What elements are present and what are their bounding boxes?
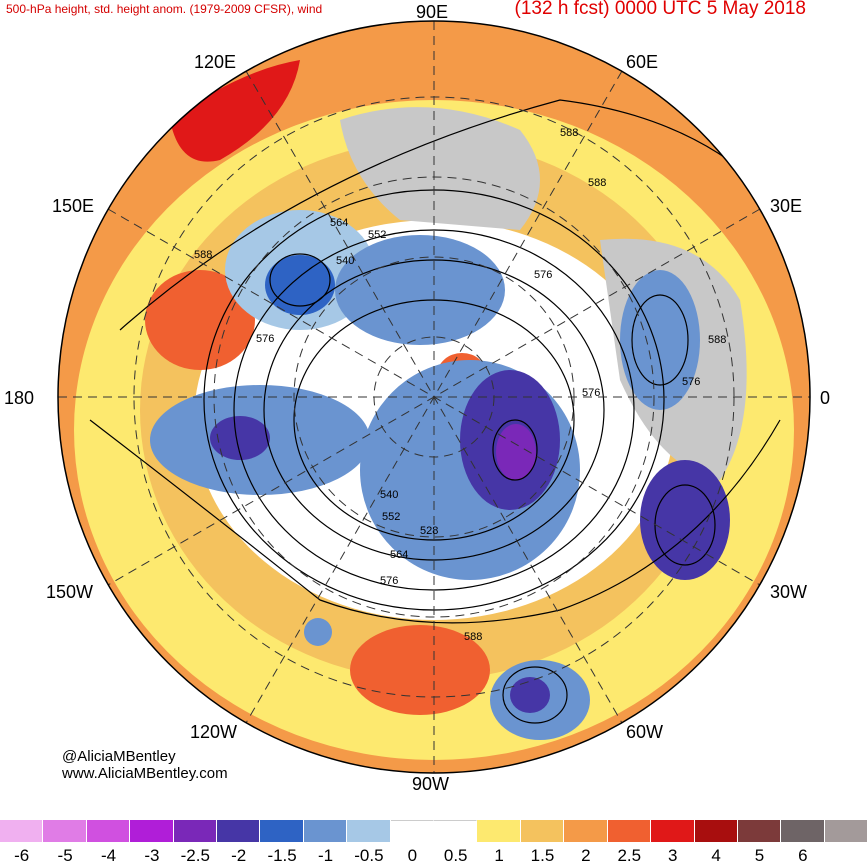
colorbar-tick-label: -2 xyxy=(231,846,247,865)
longitude-label-90w: 90W xyxy=(412,774,450,794)
colorbar-tick-label: -4 xyxy=(100,846,117,865)
graticule xyxy=(58,21,810,773)
colorbar-tick-label: -1.5 xyxy=(267,846,297,865)
colorbar-tick-label: 1.5 xyxy=(530,846,555,865)
colorbar-tick-label: 5 xyxy=(754,846,765,865)
colorbar-tick-label: 0 xyxy=(407,846,418,865)
colorbar-swatch xyxy=(564,820,608,842)
colorbar-tick-label: -2.5 xyxy=(180,846,210,865)
colorbar-tick-label: 0.5 xyxy=(443,846,468,865)
colorbar-tick-label: -5 xyxy=(57,846,73,865)
contour-label: 576 xyxy=(582,387,600,399)
colorbar-swatch xyxy=(303,820,348,842)
map-title: 500-hPa height, std. height anom. (1979-… xyxy=(6,2,323,16)
contour-label: 576 xyxy=(682,376,700,388)
colorbar-tick-label: -0.5 xyxy=(354,846,384,865)
colorbar-swatch xyxy=(651,820,695,842)
credit-handle: @AliciaMBentley xyxy=(62,748,176,765)
colorbar-swatch xyxy=(260,820,304,842)
contour-label: 576 xyxy=(256,333,274,345)
contour-label: 540 xyxy=(380,489,398,501)
contour-label: 564 xyxy=(330,217,348,229)
colorbar-tick-label: 2.5 xyxy=(617,846,642,865)
contour-label: 588 xyxy=(194,249,212,261)
colorbar-tick-label: -3 xyxy=(144,846,160,865)
colorbar-swatch xyxy=(173,820,218,842)
contour-label: 564 xyxy=(390,549,408,561)
longitude-label-150e: 150E xyxy=(52,196,95,216)
colorbar-ticks: -6 -5 -4 -3 -2.5 -2 -1.5 -1 -0.5 0 0.5 1 1.5 2 2.5 3 4 5 6 xyxy=(0,846,868,866)
polar-map: 588 588 564 552 540 588 576 576 588 576 … xyxy=(57,20,811,774)
colorbar-swatch xyxy=(737,820,782,842)
longitude-label-30e: 30E xyxy=(770,196,803,216)
contour-labels: 588 588 564 552 540 588 576 576 588 576 … xyxy=(194,127,726,643)
map-border xyxy=(57,20,811,774)
colorbar-tick-label: 1 xyxy=(494,846,504,865)
colorbar-swatch xyxy=(0,820,44,842)
longitude-label-60w: 60W xyxy=(626,722,664,742)
contour-label: 588 xyxy=(560,127,578,139)
contour-label: 588 xyxy=(588,177,606,189)
colorbar-tick-label: 4 xyxy=(711,846,721,865)
longitude-label-90e: 90E xyxy=(416,2,449,22)
colorbar-tick-label: 3 xyxy=(667,846,678,865)
colorbar-tick-label: -1 xyxy=(317,846,334,865)
colorbar-swatch xyxy=(43,820,87,842)
longitude-label-120w: 120W xyxy=(190,722,238,742)
contour-label: 552 xyxy=(368,229,386,241)
longitude-label-180: 180 xyxy=(4,388,35,408)
colorbar-swatch xyxy=(520,820,565,842)
contour-label: 552 xyxy=(382,511,400,523)
colorbar-swatch xyxy=(694,820,738,842)
longitude-label-120e: 120E xyxy=(194,52,237,72)
colorbar-tick-label: 2 xyxy=(581,846,591,865)
colorbar-swatch xyxy=(390,820,435,842)
longitude-label-150w: 150W xyxy=(46,582,94,602)
longitude-label-30w: 30W xyxy=(770,582,808,602)
colorbar-swatch xyxy=(434,820,478,842)
colorbar-swatch xyxy=(130,820,174,842)
colorbar-swatch xyxy=(607,820,652,842)
colorbar-swatch xyxy=(824,820,868,842)
longitude-label-0: 0 xyxy=(820,388,831,408)
colorbar xyxy=(0,820,868,842)
colorbar-swatch xyxy=(781,820,825,842)
longitude-label-60e: 60E xyxy=(626,52,659,72)
contour-label: 576 xyxy=(534,269,552,281)
colorbar-swatch xyxy=(347,820,391,842)
colorbar-tick-label: 6 xyxy=(798,846,808,865)
contour-label: 588 xyxy=(464,631,482,643)
contour-label: 576 xyxy=(380,575,398,587)
credit-site: www.AliciaMBentley.com xyxy=(62,765,228,782)
forecast-time: (132 h fcst) 0000 UTC 5 May 2018 xyxy=(514,0,806,19)
colorbar-swatch xyxy=(86,820,131,842)
colorbar-swatch xyxy=(477,820,521,842)
colorbar-swatch xyxy=(217,820,261,842)
contour-label: 588 xyxy=(708,334,726,346)
contour-label: 540 xyxy=(336,255,354,267)
contour-label: 528 xyxy=(420,525,438,537)
height-contours xyxy=(89,99,801,724)
colorbar-tick-label: -6 xyxy=(14,846,30,865)
